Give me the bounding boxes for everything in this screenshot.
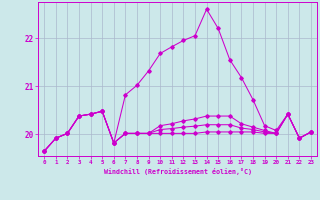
X-axis label: Windchill (Refroidissement éolien,°C): Windchill (Refroidissement éolien,°C) <box>104 168 252 175</box>
